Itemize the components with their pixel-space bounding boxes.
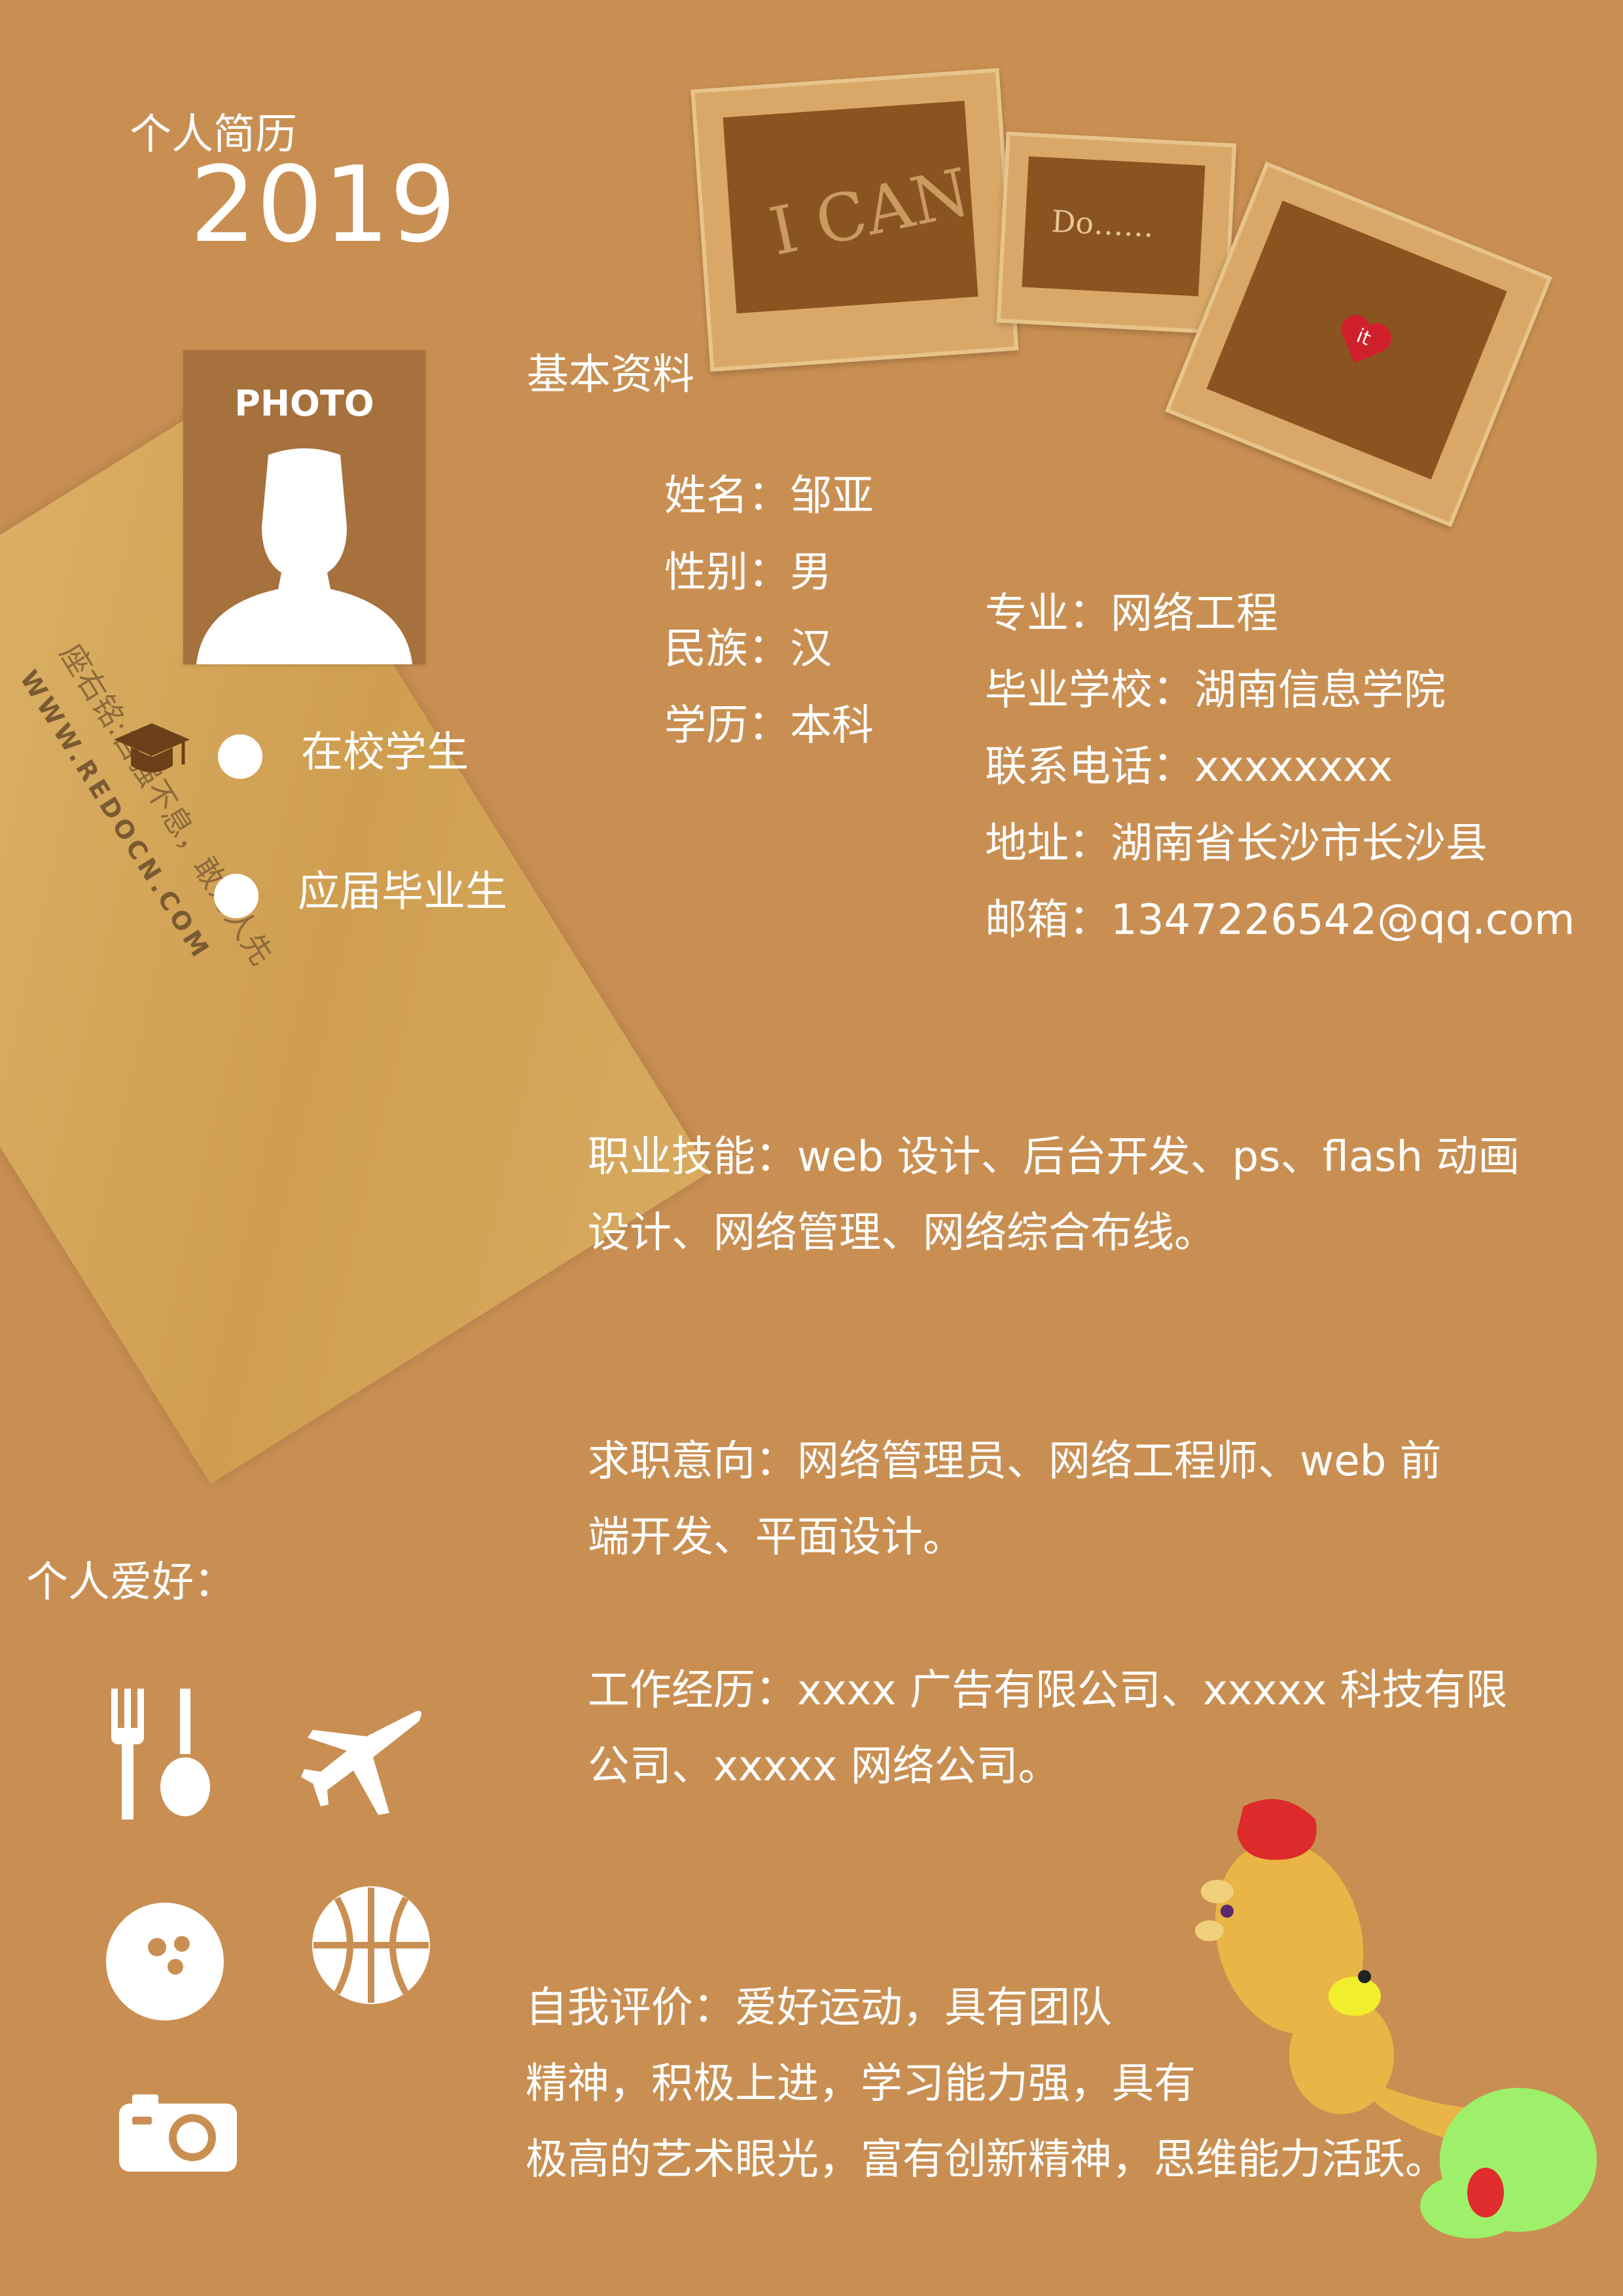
info-school: 毕业学校：湖南信息学院 <box>985 666 1575 742</box>
info-education: 学历：本科 <box>664 701 874 778</box>
info-major: 专业：网络工程 <box>985 589 1575 666</box>
evaluation-section: 自我评价：爱好运动，具有团队 精神，积极上进，学习能力强，具有 极高的艺术眼光，… <box>526 1983 1507 2211</box>
objective-line-2: 端开发、平面设计。 <box>588 1513 965 1562</box>
basic-info-heading: 基本资料 <box>527 351 694 399</box>
frame-i-can: I CAN <box>690 68 1019 372</box>
frame-do: Do…… <box>996 131 1237 335</box>
status-in-school: 在校学生 <box>301 728 469 777</box>
skills-line-1: 职业技能：web 设计、后台开发、ps、flash 动画 <box>588 1133 1520 1181</box>
info-phone-label: 联系电话： <box>985 743 1194 791</box>
hobbies-heading: 个人爱好： <box>26 1558 236 1607</box>
info-address: 地址：湖南省长沙市长沙县 <box>985 819 1575 895</box>
camera-icon <box>119 2094 237 2172</box>
person-silhouette-icon <box>196 448 412 664</box>
resume-title: 个人简历 <box>130 111 297 159</box>
info-email-label: 邮箱： <box>985 896 1111 944</box>
info-gender-label: 性别： <box>664 548 790 597</box>
info-phone: 联系电话：xxxxxxxx <box>985 742 1575 819</box>
info-email: 邮箱：1347226542@qq.com <box>985 895 1575 972</box>
basic-info-left: 姓名：邹亚 性别：男 民族：汉 学历：本科 <box>664 471 874 778</box>
info-school-label: 毕业学校： <box>985 666 1194 715</box>
objective-line-1: 求职意向：网络管理员、网络工程师、web 前 <box>588 1437 1442 1486</box>
info-major-value: 网络工程 <box>1111 590 1278 638</box>
info-ethnicity: 民族：汉 <box>664 624 874 701</box>
frame-i-can-text: I CAN <box>763 153 976 271</box>
status-graduate: 应届毕业生 <box>298 868 507 916</box>
evaluation-line-1: 自我评价：爱好运动，具有团队 <box>526 1984 1112 2032</box>
info-name: 姓名：邹亚 <box>664 471 874 548</box>
frame-do-text: Do…… <box>1050 203 1155 244</box>
experience-line-1: 工作经历：xxxx 广告有限公司、xxxxx 科技有限 <box>588 1666 1508 1715</box>
basketball-icon <box>312 1886 430 2004</box>
info-school-value: 湖南信息学院 <box>1194 666 1446 715</box>
status-dot-2 <box>214 874 259 918</box>
experience-line-2: 公司、xxxxx 网络公司。 <box>588 1742 1060 1791</box>
evaluation-line-2: 精神，积极上进，学习能力强，具有 <box>526 2060 1196 2108</box>
info-gender-value: 男 <box>790 548 832 597</box>
info-email-value: 1347226542@qq.com <box>1111 896 1575 944</box>
basic-info-right: 专业：网络工程 毕业学校：湖南信息学院 联系电话：xxxxxxxx 地址：湖南省… <box>985 589 1575 972</box>
frame-do-photo: Do…… <box>1022 156 1205 296</box>
frame-heart: it <box>1165 161 1552 528</box>
evaluation-line-3: 极高的艺术眼光，富有创新精神，思维能力活跃。 <box>526 2136 1447 2184</box>
status-dot-1 <box>218 734 262 779</box>
info-address-label: 地址： <box>985 819 1111 868</box>
info-name-value: 邹亚 <box>790 472 874 520</box>
info-address-value: 湖南省长沙市长沙县 <box>1111 819 1488 868</box>
info-ethnicity-value: 汉 <box>790 625 832 673</box>
frame-heart-photo: it <box>1206 200 1507 480</box>
bowling-ball-icon <box>106 1903 224 2020</box>
skills-line-2: 设计、网络管理、网络综合布线。 <box>588 1209 1216 1257</box>
info-phone-value: xxxxxxxx <box>1194 743 1393 791</box>
frame-i-can-photo: I CAN <box>722 100 978 314</box>
info-ethnicity-label: 民族： <box>664 625 790 673</box>
photo-label: PHOTO <box>234 383 374 424</box>
photo-placeholder: PHOTO <box>183 350 425 664</box>
fork-spoon-icon <box>111 1689 210 1820</box>
info-major-label: 专业： <box>985 590 1111 638</box>
graduation-cap-icon <box>114 723 190 772</box>
objective-section: 求职意向：网络管理员、网络工程师、web 前 端开发、平面设计。 <box>588 1437 1569 1588</box>
info-name-label: 姓名： <box>664 472 790 520</box>
airplane-icon <box>301 1711 421 1815</box>
info-education-value: 本科 <box>790 702 874 750</box>
paint-splash-decoration <box>1195 1799 1597 2238</box>
resume-year: 2019 <box>190 143 457 266</box>
skills-section: 职业技能：web 设计、后台开发、ps、flash 动画 设计、网络管理、网络综… <box>588 1132 1569 1284</box>
info-education-label: 学历： <box>664 702 790 750</box>
info-gender: 性别：男 <box>664 548 874 624</box>
experience-section: 工作经历：xxxx 广告有限公司、xxxxx 科技有限 公司、xxxxx 网络公… <box>588 1666 1569 1818</box>
heart-icon <box>1341 315 1392 363</box>
